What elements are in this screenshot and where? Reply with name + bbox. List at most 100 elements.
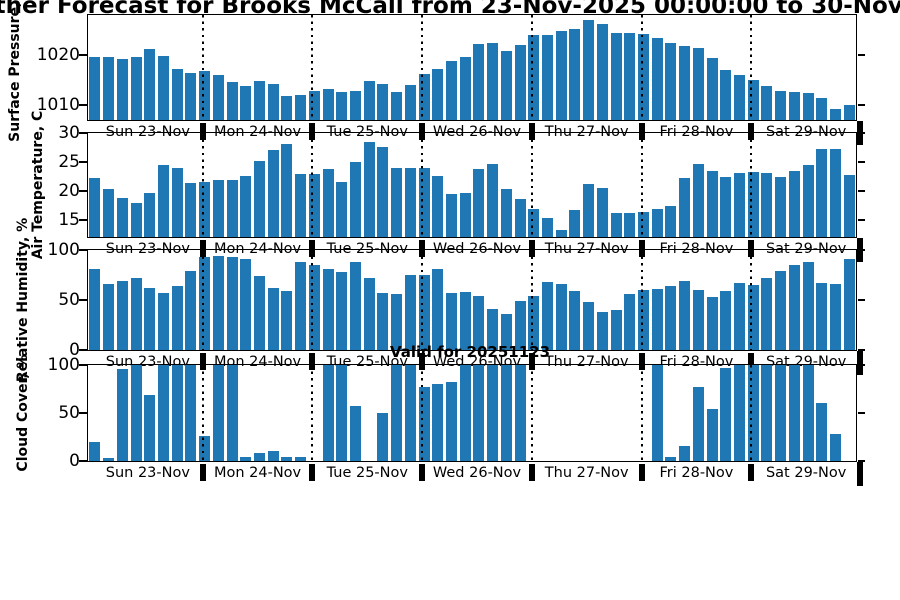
- relative-humidity-bar: [404, 275, 416, 350]
- air-temperature-bar: [349, 161, 361, 237]
- surface-pressure-bar: [802, 92, 814, 120]
- cloud-cover-bar: [747, 365, 759, 461]
- day-label: Fri 28-Nov: [659, 465, 734, 481]
- surface-pressure-bar: [103, 56, 115, 120]
- cloud-cover-bar: [253, 453, 265, 461]
- day-separator-line: [201, 133, 204, 237]
- air-temperature-bar: [253, 161, 265, 237]
- cloud-cover-bar: [418, 387, 430, 461]
- day-boundary-mark: [638, 239, 645, 257]
- y-tick-mark: [857, 249, 865, 251]
- y-tick-mark: [857, 364, 865, 366]
- day-label: Thu 27-Nov: [544, 124, 629, 140]
- surface-pressure-bar: [253, 81, 265, 120]
- day-label: Wed 26-Nov: [432, 354, 522, 370]
- day-separator-line: [421, 250, 424, 350]
- surface-pressure-bar: [487, 43, 499, 120]
- air-temperature-bar: [103, 189, 115, 237]
- surface-pressure-bar: [816, 98, 828, 120]
- air-temperature-bar: [89, 178, 101, 237]
- relative-humidity-bar: [144, 288, 156, 350]
- figure-title: Weather Forecast for Brooks McCall from …: [0, 0, 900, 19]
- air-temperature-bar: [212, 179, 224, 237]
- relative-humidity-bar: [802, 262, 814, 350]
- day-separator-line: [201, 365, 204, 461]
- day-boundary-mark: [199, 352, 206, 370]
- relative-humidity-bar: [816, 283, 828, 350]
- y-tick-mark: [857, 349, 865, 351]
- air-temperature-bar: [322, 169, 334, 237]
- air-temperature-bar: [459, 193, 471, 237]
- day-boundary-mark-end: [856, 462, 863, 486]
- surface-pressure-bar: [555, 31, 567, 120]
- cloud-cover-bar: [802, 365, 814, 461]
- day-boundary-mark: [748, 239, 755, 257]
- y-tick-mark: [79, 132, 87, 134]
- air-temperature-ytick-label: 15: [58, 209, 80, 230]
- surface-pressure-bar: [637, 33, 649, 120]
- relative-humidity-bar: [788, 265, 800, 350]
- cloud-cover-ytick-label: 100: [47, 355, 80, 375]
- day-label: Fri 28-Nov: [659, 241, 734, 257]
- cloud-cover-bar: [281, 457, 293, 461]
- day-boundary-mark: [528, 352, 535, 370]
- y-tick-mark: [79, 249, 87, 251]
- relative-humidity-bar: [679, 281, 691, 350]
- air-temperature-bar: [116, 198, 128, 237]
- y-tick-mark: [79, 349, 87, 351]
- day-label: Sat 29-Nov: [765, 241, 847, 257]
- day-separator-line: [311, 365, 314, 461]
- day-separator-line: [311, 250, 314, 350]
- y-tick-mark: [79, 104, 87, 106]
- surface-pressure-bar: [843, 105, 855, 120]
- day-boundary-mark: [309, 463, 316, 481]
- day-label: Sat 29-Nov: [765, 124, 847, 140]
- air-temperature-bar: [199, 181, 211, 237]
- cloud-cover-bar: [212, 365, 224, 461]
- day-boundary-mark: [638, 463, 645, 481]
- cloud-cover-bar: [665, 457, 677, 461]
- cloud-cover-bar: [267, 451, 279, 461]
- relative-humidity-bar: [692, 290, 704, 350]
- day-label: Wed 26-Nov: [432, 124, 522, 140]
- day-boundary-mark: [199, 463, 206, 481]
- cloud-cover-bar: [761, 365, 773, 461]
- cloud-cover-bar: [487, 365, 499, 461]
- relative-humidity-bar: [651, 289, 663, 350]
- surface-pressure-bar: [761, 86, 773, 120]
- cloud-cover-bar: [829, 434, 841, 461]
- day-separator-line: [750, 250, 753, 350]
- day-boundary-mark: [309, 122, 316, 140]
- air-temperature-bar: [336, 182, 348, 237]
- y-tick-mark: [857, 412, 865, 414]
- relative-humidity-bar: [624, 294, 636, 350]
- day-boundary-mark: [309, 239, 316, 257]
- air-temperature-bar: [487, 164, 499, 237]
- cloud-cover-bar: [103, 458, 115, 461]
- relative-humidity-bar: [637, 290, 649, 350]
- day-separator-line: [201, 15, 204, 120]
- day-separator-line: [530, 133, 533, 237]
- air-temperature-bar: [171, 167, 183, 237]
- day-separator-line: [201, 250, 204, 350]
- air-temperature-bar: [555, 230, 567, 237]
- y-tick-mark: [857, 460, 865, 462]
- y-tick-mark: [857, 299, 865, 301]
- relative-humidity-bar: [596, 312, 608, 350]
- air-temperature-bar: [610, 212, 622, 237]
- air-temperature-bar: [473, 168, 485, 237]
- day-label: Thu 27-Nov: [544, 465, 629, 481]
- day-separator-line: [421, 15, 424, 120]
- surface-pressure-bar: [322, 89, 334, 120]
- surface-pressure-bar: [308, 90, 320, 120]
- day-separator-line: [640, 365, 643, 461]
- air-temperature-bar: [281, 143, 293, 237]
- day-boundary-mark: [309, 352, 316, 370]
- air-temperature-bar: [637, 211, 649, 237]
- surface-pressure-bar: [212, 75, 224, 120]
- relative-humidity-bar: [473, 296, 485, 350]
- day-label: Fri 28-Nov: [659, 124, 734, 140]
- cloud-cover-bar: [514, 365, 526, 461]
- air-temperature-bar: [843, 174, 855, 237]
- y-tick-mark: [857, 104, 865, 106]
